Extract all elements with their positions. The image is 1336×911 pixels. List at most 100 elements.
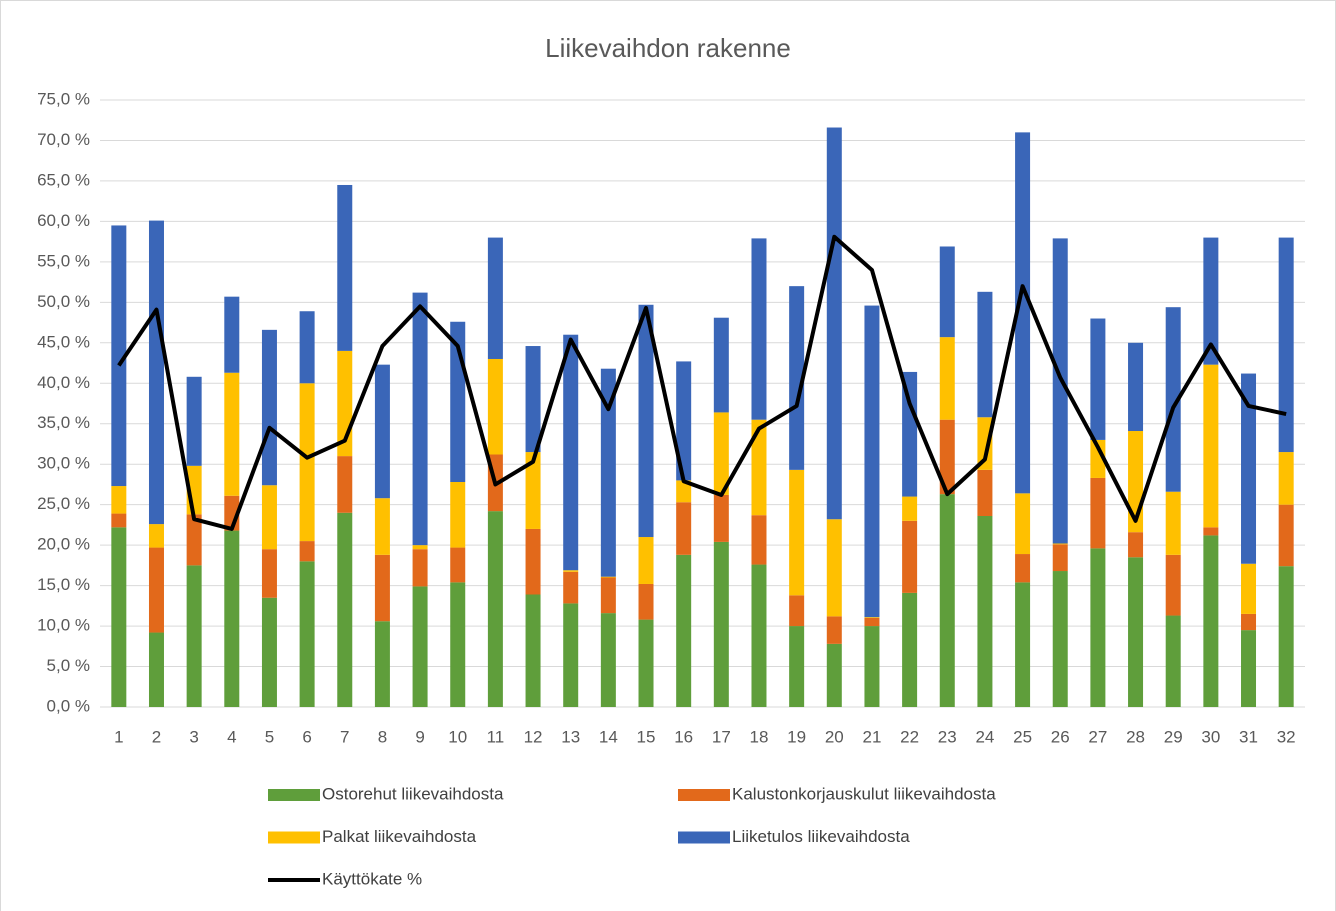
x-tick-label: 9 (415, 727, 424, 746)
bar-segment (600, 577, 616, 614)
bar-segment (676, 480, 692, 503)
y-tick-label: 35,0 % (37, 413, 90, 432)
x-tick-label: 6 (302, 727, 311, 746)
bar-segment (939, 246, 955, 338)
x-tick-label: 22 (900, 727, 919, 746)
y-tick-label: 65,0 % (37, 170, 90, 189)
bar-segment (111, 513, 127, 528)
y-tick-label: 5,0 % (47, 656, 90, 675)
bar-segment (111, 486, 127, 514)
x-tick-label: 13 (561, 727, 580, 746)
bar-segment (1015, 132, 1031, 494)
bar-segment (337, 184, 353, 351)
bar-segment (563, 570, 579, 572)
bar-segment (902, 371, 918, 497)
y-tick-label: 25,0 % (37, 494, 90, 513)
bar-segment (299, 561, 315, 707)
legend-swatch (268, 789, 320, 801)
bar-segment (299, 383, 315, 542)
bar-segment (412, 586, 428, 707)
bar-segment (902, 592, 918, 707)
bar-segment (638, 304, 654, 538)
x-tick-label: 17 (712, 727, 731, 746)
bar-segment (1241, 563, 1257, 614)
bar-segment (337, 512, 353, 707)
y-tick-label: 70,0 % (37, 130, 90, 149)
bar-segment (789, 626, 805, 707)
bar-segment (299, 541, 315, 562)
bar-segment (1278, 566, 1294, 707)
bar-segment (826, 643, 842, 707)
bar-segment (450, 547, 466, 583)
legend-label: Ostorehut liikevaihdosta (322, 784, 504, 803)
bar-segment (224, 530, 240, 707)
bar-segment (1203, 535, 1219, 707)
bar-segment (902, 520, 918, 593)
x-tick-label: 11 (487, 727, 505, 746)
x-tick-label: 15 (637, 727, 656, 746)
legend-label: Kalustonkorjauskulut liikevaihdosta (732, 784, 996, 803)
bar-segment (751, 515, 767, 565)
bar-segment (563, 603, 579, 707)
x-tick-label: 24 (975, 727, 994, 746)
legend-label: Käyttökate % (322, 869, 422, 888)
bar-segment (1128, 532, 1144, 558)
bar-segment (939, 337, 955, 420)
bar-segment (751, 238, 767, 420)
bar-segment (1090, 439, 1106, 478)
bar-segment (412, 292, 428, 546)
bar-segment (1052, 543, 1068, 545)
bar-segment (148, 632, 164, 707)
bar-segment (563, 571, 579, 604)
bar-segment (525, 452, 541, 529)
bar-segment (1203, 527, 1219, 536)
bar-segment (261, 549, 277, 598)
legend-label: Liiketulos liikevaihdosta (732, 827, 910, 846)
bar-segment (864, 305, 880, 618)
y-tick-label: 50,0 % (37, 292, 90, 311)
bar-segment (1015, 582, 1031, 707)
x-tick-label: 12 (524, 727, 543, 746)
x-tick-label: 1 (114, 727, 123, 746)
bar-segment (450, 582, 466, 707)
bar-segment (1278, 504, 1294, 567)
x-tick-label: 10 (448, 727, 467, 746)
bar-segment (1128, 342, 1144, 432)
bar-segment (826, 127, 842, 520)
line (117, 234, 1287, 531)
bar-segment (1241, 373, 1257, 564)
bar-segment (1090, 548, 1106, 707)
x-tick-label: 31 (1239, 727, 1258, 746)
x-tick-label: 8 (378, 727, 387, 746)
legend-swatch (678, 831, 730, 844)
bar-segment (1165, 491, 1181, 555)
bar-segment (1090, 477, 1106, 549)
bar-segment (600, 368, 616, 577)
bar-segment (939, 419, 955, 495)
bar-segment (789, 469, 805, 596)
y-tick-label: 30,0 % (37, 454, 90, 473)
bar-segment (638, 537, 654, 584)
bar-segment (864, 626, 880, 707)
bar-segment (1052, 544, 1068, 572)
legend-label: Palkat liikevaihdosta (322, 827, 477, 846)
y-tick-label: 0,0 % (47, 696, 90, 715)
bar-segment (826, 616, 842, 644)
bar-segment (261, 485, 277, 550)
bar-segment (148, 220, 164, 525)
bar-segment (374, 554, 390, 622)
x-tick-label: 25 (1013, 727, 1032, 746)
bar-segment (713, 541, 729, 707)
bar-segment (1165, 615, 1181, 707)
bar-segment (600, 613, 616, 707)
y-tick-label: 40,0 % (37, 373, 90, 392)
bar-segment (450, 482, 466, 548)
bar-segment (902, 496, 918, 521)
y-tick-label: 45,0 % (37, 332, 90, 351)
bar-segment (374, 498, 390, 555)
bar-segment (1165, 307, 1181, 492)
bar-segment (789, 286, 805, 470)
bar-segment (713, 317, 729, 413)
bar-segment (337, 456, 353, 513)
